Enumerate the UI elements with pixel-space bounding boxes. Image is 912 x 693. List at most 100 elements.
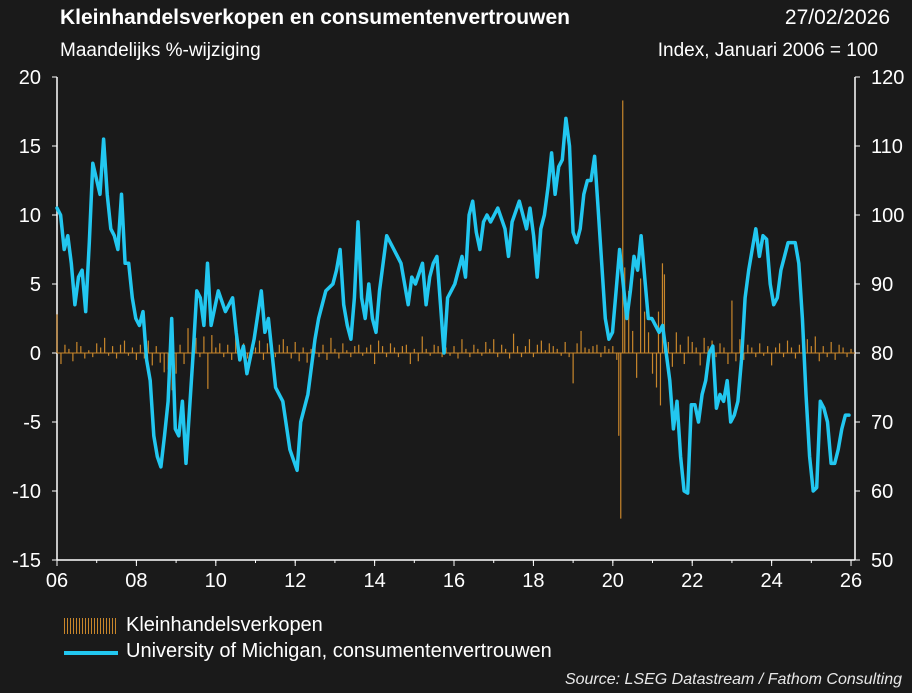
x-tick-label: 14 [363, 570, 385, 592]
retail-sales-bar [231, 353, 233, 360]
left-axis-subtitle: Maandelijks %-wijziging [60, 40, 261, 61]
retail-sales-bar [282, 339, 284, 353]
retail-sales-bar [616, 353, 618, 360]
retail-sales-bar [580, 330, 582, 353]
retail-sales-bar [258, 340, 261, 353]
retail-sales-bar [123, 340, 126, 353]
retail-sales-bar [774, 347, 777, 353]
retail-sales-bar [96, 343, 98, 353]
retail-sales-bar [489, 348, 491, 353]
retail-sales-bar [76, 341, 78, 353]
retail-sales-bar [401, 346, 404, 353]
retail-sales-bar [663, 274, 666, 353]
retail-sales-bar [485, 341, 487, 353]
retail-sales-bar [366, 347, 368, 353]
retail-sales-bar [520, 353, 523, 358]
retail-sales-bar [524, 346, 527, 353]
retail-sales-bar [151, 353, 153, 366]
retail-sales-bar [433, 344, 435, 353]
retail-sales-bar [512, 333, 515, 353]
retail-sales-bar [661, 263, 664, 353]
retail-sales-bar [505, 348, 507, 353]
retail-sales-bar [235, 333, 237, 353]
retail-sales-bar [568, 353, 570, 358]
retail-sales-bar [397, 353, 400, 358]
retail-sales-bar [806, 339, 808, 353]
retail-sales-bar [302, 347, 304, 353]
retail-sales-bar [564, 341, 566, 353]
retail-sales-bar [675, 332, 677, 353]
retail-sales-bar [719, 343, 721, 353]
retail-sales-bar [755, 353, 757, 358]
retail-sales-bar [338, 353, 340, 359]
retail-sales-bar [111, 346, 114, 353]
retail-sales-bar [445, 347, 447, 353]
retail-sales-bar [640, 278, 642, 353]
legend-line-swatch [64, 650, 118, 655]
retail-sales-bar [481, 353, 483, 356]
retail-sales-bar [759, 343, 761, 353]
retail-sales-bar [647, 332, 650, 353]
retail-sales-bar [195, 337, 197, 353]
retail-sales-bar [409, 353, 411, 365]
retail-sales-bar [143, 353, 145, 359]
retail-sales-bar [622, 100, 624, 354]
retail-sales-bar [163, 353, 165, 373]
retail-sales-bar [477, 348, 479, 353]
retail-sales-bar [707, 346, 709, 353]
retail-sales-bar [215, 347, 217, 353]
left-tick-label: 10 [19, 205, 41, 227]
retail-sales-bar [88, 350, 90, 353]
retail-sales-bar [493, 339, 495, 353]
retail-sales-bar [628, 290, 630, 353]
retail-sales-bar [219, 343, 221, 353]
retail-sales-bar [790, 347, 793, 353]
right-axis-subtitle: Index, Januari 2006 = 100 [657, 40, 878, 61]
retail-sales-bar [691, 341, 693, 353]
retail-sales-bar [429, 353, 431, 356]
retail-sales-bar [778, 343, 781, 353]
retail-sales-bar [786, 340, 789, 353]
retail-sales-bar [822, 346, 824, 353]
retail-sales-bar [683, 353, 685, 365]
left-tick-label: 5 [30, 274, 41, 296]
retail-sales-bar [131, 347, 134, 353]
retail-sales-bar [266, 343, 269, 353]
retail-sales-bar [227, 344, 229, 353]
retail-sales-bar [80, 346, 82, 353]
retail-sales-bar [159, 353, 161, 363]
legend-line-label: University of Michigan, consumentenvertr… [126, 640, 552, 662]
retail-sales-bar [763, 353, 765, 356]
chart-title: Kleinhandelsverkopen en consumentenvertr… [60, 6, 570, 29]
retail-sales-bar [651, 353, 654, 374]
x-tick-label: 26 [840, 570, 862, 592]
retail-sales-bar [671, 353, 673, 367]
retail-sales-bar [84, 353, 86, 359]
retail-sales-bar [618, 353, 620, 436]
retail-sales-bar [814, 336, 816, 353]
retail-sales-bar [508, 353, 511, 359]
x-tick-label: 24 [761, 570, 783, 592]
retail-sales-bar [830, 341, 832, 353]
retail-sales-bar [108, 353, 110, 356]
retail-sales-bar [846, 353, 848, 358]
retail-sales-bar [850, 348, 852, 353]
retail-sales-bar [516, 346, 519, 353]
retail-sales-bar [246, 353, 249, 359]
retail-sales-bar [572, 353, 574, 384]
x-tick-label: 18 [522, 570, 544, 592]
x-tick-label: 06 [46, 570, 68, 592]
retail-sales-bar [735, 353, 737, 362]
chart-date: 27/02/2026 [784, 6, 890, 29]
retail-sales-bar [782, 353, 785, 358]
retail-sales-bar [64, 344, 66, 353]
retail-sales-bar [199, 353, 201, 358]
retail-sales-bar [377, 340, 380, 353]
retail-sales-bar [100, 347, 102, 353]
retail-sales-bar [453, 346, 455, 353]
retail-sales-bar [417, 353, 419, 362]
retail-sales-bar [695, 347, 697, 353]
retail-sales-bar [425, 348, 427, 353]
retail-sales-bar [203, 336, 205, 353]
